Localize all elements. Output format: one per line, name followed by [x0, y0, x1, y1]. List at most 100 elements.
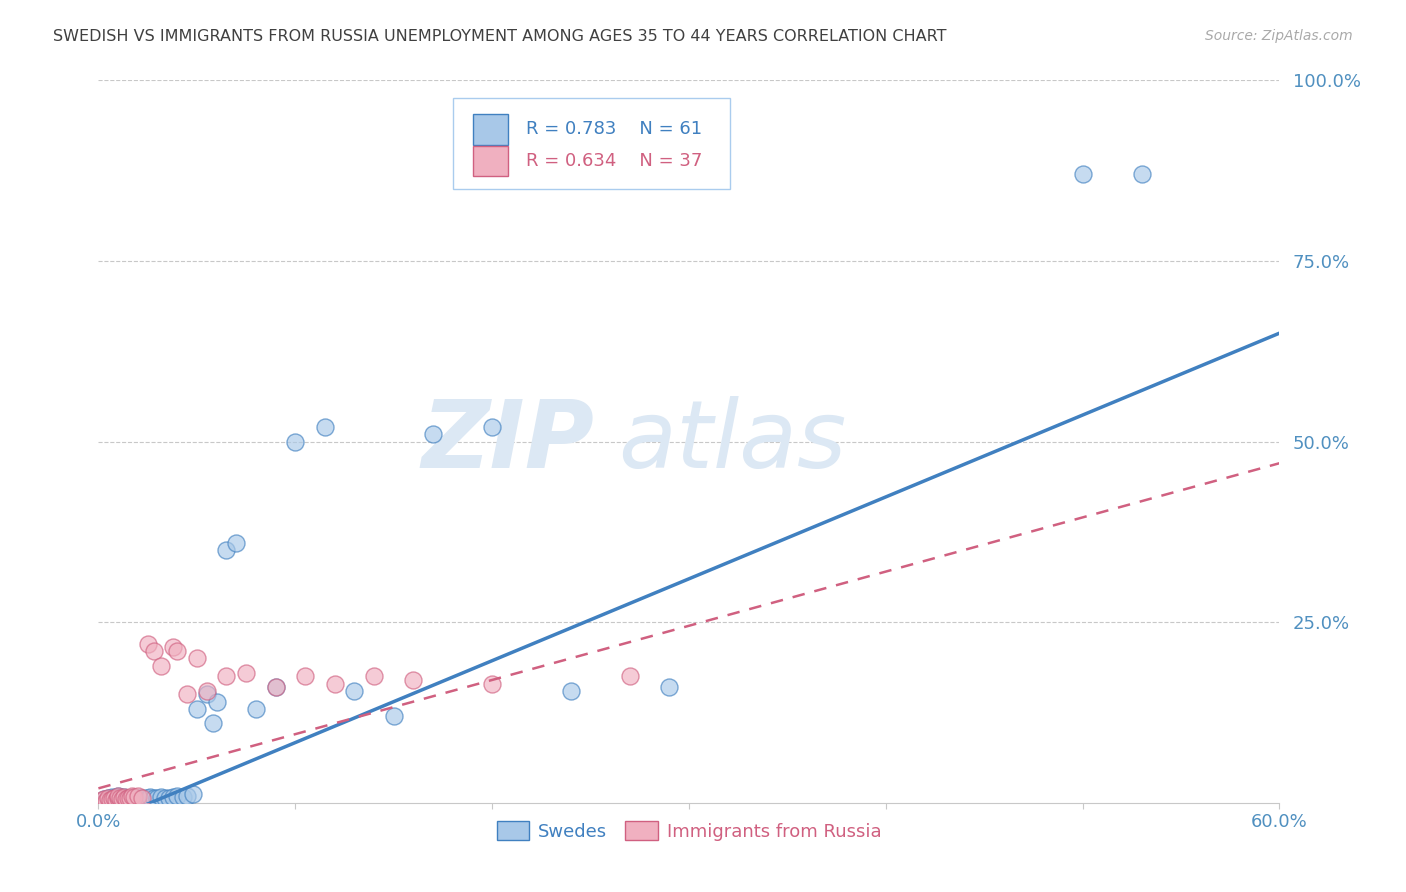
Point — [481, 676, 503, 690]
Point — [93, 792, 115, 806]
Point — [176, 789, 198, 803]
Point — [127, 789, 149, 804]
Point — [112, 792, 135, 806]
Point — [122, 793, 145, 807]
Point — [162, 640, 184, 655]
Point — [103, 791, 125, 805]
Point — [127, 792, 149, 806]
Point — [107, 789, 129, 803]
Point — [264, 680, 287, 694]
Point — [107, 793, 129, 807]
Point — [481, 420, 503, 434]
Point — [136, 791, 159, 805]
Point — [323, 676, 346, 690]
Point — [115, 791, 138, 805]
Point — [166, 789, 188, 803]
Point — [235, 665, 257, 680]
Point — [93, 792, 115, 806]
Point — [105, 790, 128, 805]
Point — [172, 790, 194, 805]
Point — [108, 790, 131, 805]
Point — [121, 791, 143, 805]
Point — [101, 792, 124, 806]
Point — [97, 791, 120, 805]
Point — [98, 793, 121, 807]
Point — [112, 790, 135, 805]
Point — [146, 790, 169, 805]
FancyBboxPatch shape — [472, 114, 508, 145]
Legend: Swedes, Immigrants from Russia: Swedes, Immigrants from Russia — [489, 814, 889, 848]
Point — [142, 791, 165, 805]
Point — [111, 790, 134, 805]
Point — [176, 687, 198, 701]
Point — [284, 434, 307, 449]
Point — [118, 792, 141, 806]
Point — [111, 792, 134, 806]
Point — [122, 790, 145, 805]
Point — [314, 420, 336, 434]
Point — [111, 793, 134, 807]
Point — [155, 791, 177, 805]
Point — [136, 637, 159, 651]
Point — [205, 695, 228, 709]
Point — [142, 644, 165, 658]
Point — [245, 702, 267, 716]
Point — [215, 669, 238, 683]
Point — [118, 791, 141, 805]
Point — [363, 669, 385, 683]
FancyBboxPatch shape — [472, 146, 508, 177]
Point — [186, 702, 208, 716]
Point — [91, 794, 114, 808]
Point — [125, 790, 148, 805]
Point — [1130, 167, 1153, 181]
Point — [107, 791, 129, 805]
Point — [105, 792, 128, 806]
Point — [201, 716, 224, 731]
Point — [181, 787, 204, 801]
Point — [422, 427, 444, 442]
Point — [150, 790, 173, 805]
Point — [157, 790, 180, 805]
Point — [112, 790, 135, 805]
Point — [132, 790, 155, 805]
FancyBboxPatch shape — [453, 98, 730, 189]
Point — [294, 669, 316, 683]
Text: Source: ZipAtlas.com: Source: ZipAtlas.com — [1205, 29, 1353, 43]
Point — [117, 790, 139, 805]
Point — [107, 789, 129, 804]
Point — [103, 790, 125, 805]
Point — [105, 793, 128, 807]
Point — [96, 793, 118, 807]
Point — [101, 792, 124, 806]
Point — [96, 794, 118, 808]
Point — [215, 542, 238, 557]
Point — [619, 669, 641, 683]
Point — [138, 790, 160, 805]
Point — [117, 793, 139, 807]
Point — [162, 790, 184, 805]
Point — [108, 792, 131, 806]
Point — [98, 793, 121, 807]
Text: SWEDISH VS IMMIGRANTS FROM RUSSIA UNEMPLOYMENT AMONG AGES 35 TO 44 YEARS CORRELA: SWEDISH VS IMMIGRANTS FROM RUSSIA UNEMPL… — [53, 29, 946, 44]
Point — [166, 644, 188, 658]
Point — [121, 789, 143, 803]
Point — [195, 683, 218, 698]
Point — [264, 680, 287, 694]
Text: R = 0.783    N = 61: R = 0.783 N = 61 — [526, 120, 702, 138]
Point — [1071, 167, 1094, 181]
Point — [402, 673, 425, 687]
Point — [225, 535, 247, 549]
Point — [131, 792, 153, 806]
Point — [560, 683, 582, 698]
Point — [97, 791, 120, 805]
Point — [343, 683, 366, 698]
Point — [107, 791, 129, 805]
Point — [186, 651, 208, 665]
Text: ZIP: ZIP — [422, 395, 595, 488]
Text: atlas: atlas — [619, 396, 846, 487]
Point — [195, 687, 218, 701]
Point — [117, 790, 139, 805]
Point — [101, 790, 124, 805]
Point — [658, 680, 681, 694]
Point — [91, 793, 114, 807]
